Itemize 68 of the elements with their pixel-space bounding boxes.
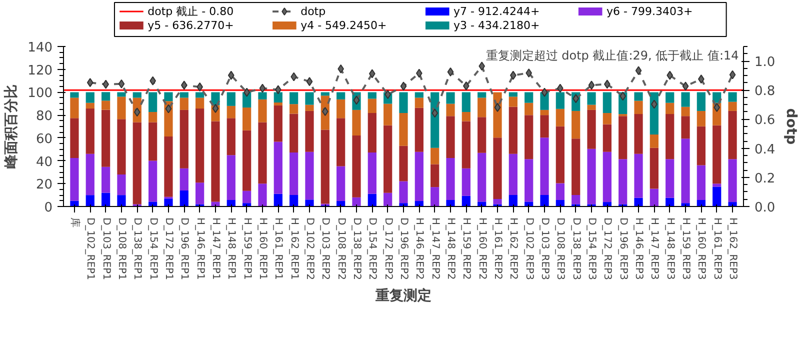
y-tick-label: 60 (36, 132, 53, 147)
x-tick-label: H_159_REP2 (460, 218, 472, 280)
legend-label: y7 - 912.4244+ (454, 5, 540, 18)
y-tick-label: 0 (44, 200, 53, 216)
x-tick-label: D_108_REP1 (116, 218, 127, 280)
x-tick-label: D_102_REP2 (304, 218, 315, 280)
x-tick-label: D_108_REP2 (335, 218, 346, 280)
x-tick-label: D_172_REP2 (382, 218, 394, 280)
x-tick-label: H_148_REP3 (664, 218, 676, 280)
x-tick-label: H_159_REP1 (241, 218, 252, 280)
x-tick-label: D_138_REP1 (132, 218, 143, 280)
y-tick-label: 40 (36, 154, 53, 170)
x-tick-label: D_103_REP1 (100, 218, 112, 280)
x-tick-label: H_161_REP1 (272, 218, 284, 280)
x-tick-label: H_159_REP3 (680, 218, 692, 280)
y-tick-label: 120 (28, 63, 53, 78)
x-tick-label: D_138_REP3 (570, 218, 582, 280)
x-tick-label: D_103_REP3 (539, 218, 550, 280)
x-tick-label: D_154_REP3 (586, 218, 598, 280)
y2-tick-label: 0.6 (754, 113, 776, 128)
x-tick-label: D_138_REP2 (350, 218, 362, 280)
x-tick-label: D_154_REP2 (366, 218, 378, 280)
y-tick-label: 80 (36, 109, 53, 124)
x-tick-label: D_172_REP1 (162, 218, 174, 280)
x-tick-label: D_196_REP3 (617, 218, 628, 280)
x-tick-label: H_161_REP2 (492, 218, 504, 280)
legend-label: y3 - 434.2180+ (454, 19, 540, 32)
legend-label: y4 - 549.2450+ (300, 19, 387, 32)
y2-axis-title: dotp (783, 108, 800, 145)
x-tick-label: H_160_REP2 (476, 218, 488, 280)
legend-label: y6 - 799.3403+ (606, 5, 693, 18)
y-tick-label: 140 (28, 40, 53, 56)
y2-tick-label: 0.0 (754, 200, 776, 216)
x-tick-label: H_162_REP2 (508, 218, 519, 280)
x-tick-label: D_196_REP2 (398, 218, 409, 280)
x-tick-label: D_154_REP1 (147, 218, 158, 280)
legend-label: y5 - 636.2770+ (148, 19, 234, 32)
y2-tick-label: 0.8 (754, 84, 776, 100)
x-tick-label: D_102_REP3 (523, 218, 534, 280)
x-tick-label: D_103_REP2 (320, 218, 331, 280)
y2-tick-label: 0.4 (754, 142, 776, 158)
x-tick-label: D_102_REP1 (84, 218, 96, 280)
x-tick-label: D_196_REP1 (178, 218, 190, 280)
annotation: 重复测定超过 dotp 截止值:29, 低于截止 值:14 (486, 48, 739, 62)
y-tick-label: 20 (36, 178, 53, 193)
x-tick-label: H_146_REP3 (633, 218, 644, 280)
legend-label: dotp 截止 - 0.80 (148, 5, 234, 18)
x-tick-label: H_160_REP1 (256, 218, 268, 280)
legend-label: dotp (300, 5, 326, 18)
x-tick-label: 库 (68, 218, 81, 228)
x-tick-label: H_161_REP3 (711, 218, 722, 280)
y2-tick-label: 1.0 (754, 55, 776, 70)
x-tick-label: H_162_REP1 (288, 218, 300, 280)
x-tick-label: H_148_REP1 (226, 218, 237, 280)
y2-tick-label: 0.2 (754, 171, 776, 186)
x-tick-label: H_147_REP3 (648, 218, 660, 280)
x-axis-title: 重复测定 (374, 286, 432, 304)
x-tick-label: H_160_REP3 (696, 218, 707, 280)
x-tick-label: H_147_REP1 (210, 218, 221, 280)
y-tick-label: 100 (28, 86, 53, 102)
x-tick-label: H_148_REP2 (445, 218, 456, 280)
x-tick-label: H_146_REP2 (414, 218, 425, 280)
y-axis-title: 峰面积百分比 (4, 84, 20, 168)
x-tick-label: H_147_REP2 (429, 218, 440, 280)
x-tick-label: H_162_REP3 (727, 218, 738, 280)
x-tick-label: D_108_REP3 (554, 218, 566, 280)
x-tick-label: H_146_REP1 (194, 218, 206, 280)
x-tick-label: D_172_REP3 (602, 218, 613, 280)
